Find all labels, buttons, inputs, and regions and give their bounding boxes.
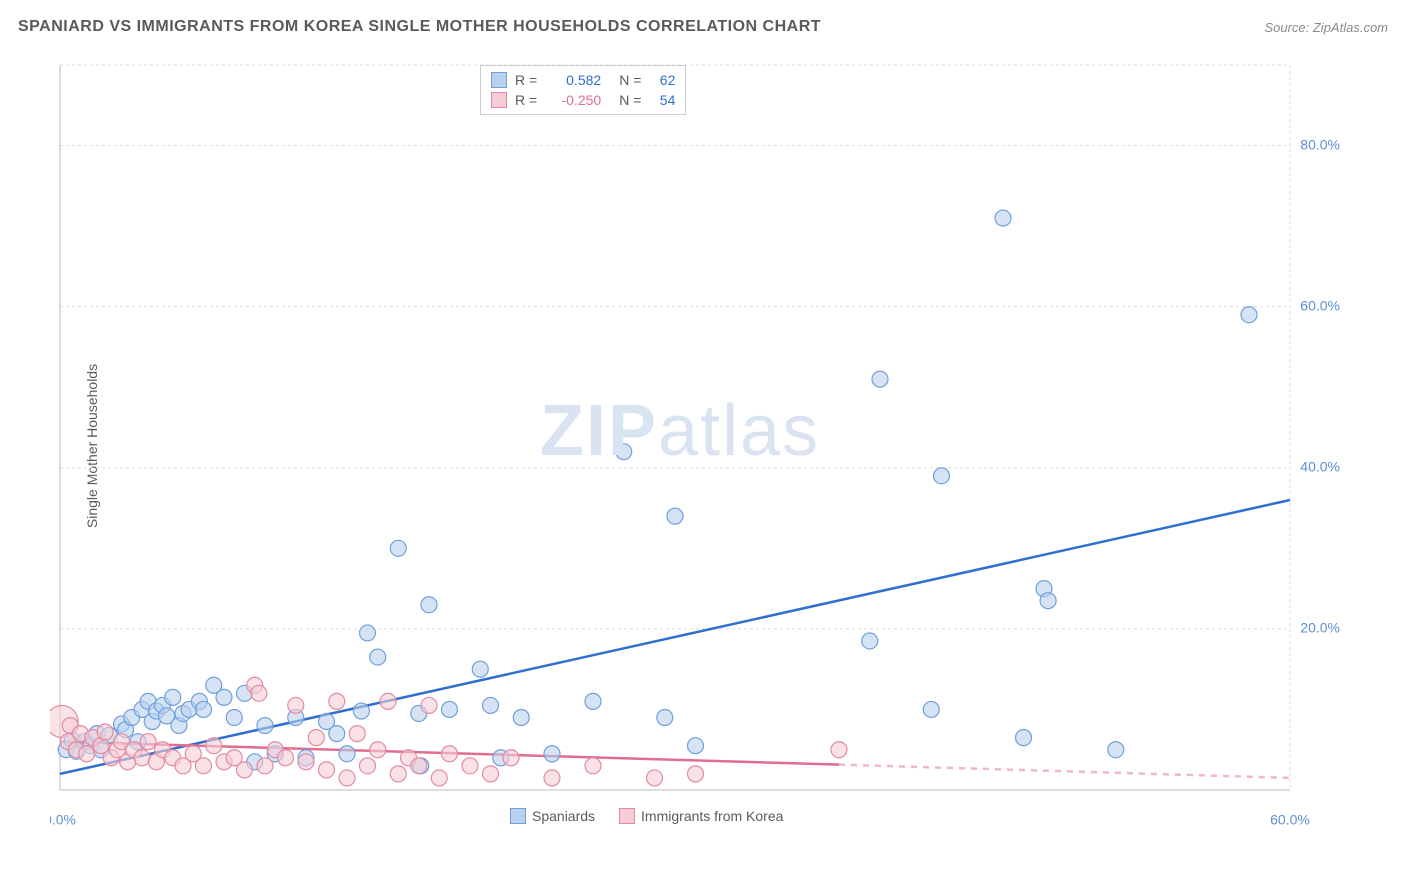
data-point [79,746,95,762]
data-point [390,540,406,556]
data-point [329,726,345,742]
data-point [421,597,437,613]
stat-n-label: N = [619,92,641,108]
data-point [688,766,704,782]
legend-swatch [491,72,507,88]
data-point [667,508,683,524]
legend-item: Spaniards [510,808,595,824]
data-point [390,766,406,782]
data-point [360,625,376,641]
data-point [339,746,355,762]
data-point [616,444,632,460]
data-point [226,710,242,726]
data-point [472,661,488,677]
data-point [585,758,601,774]
data-point [421,697,437,713]
data-point [319,762,335,778]
data-point [97,724,113,740]
data-point [360,758,376,774]
data-point [380,693,396,709]
data-point [411,758,427,774]
x-tick-label: 0.0% [50,811,76,827]
legend-label: Immigrants from Korea [641,808,783,824]
data-point [257,758,273,774]
data-point [462,758,478,774]
legend-swatch [510,808,526,824]
legend-label: Spaniards [532,808,595,824]
data-point [544,746,560,762]
data-point [288,697,304,713]
regression-line-dashed [839,765,1290,778]
data-point [923,701,939,717]
stat-n-label: N = [619,72,641,88]
scatter-svg: 20.0% 40.0% 60.0% 80.0% 0.0% 60.0% [50,60,1350,830]
stat-n-value: 62 [649,72,675,88]
data-point [308,730,324,746]
y-tick-label: 20.0% [1300,620,1340,636]
data-point [257,718,273,734]
x-tick-label: 60.0% [1270,811,1310,827]
stat-r-label: R = [515,92,537,108]
data-point [934,468,950,484]
y-tick-label: 60.0% [1300,297,1340,313]
bottom-legend: Spaniards Immigrants from Korea [510,808,783,824]
data-point [831,742,847,758]
stat-r-value: 0.582 [545,72,601,88]
data-point [329,693,345,709]
data-point [483,697,499,713]
data-point [134,750,150,766]
data-point [1241,307,1257,323]
data-point [1040,593,1056,609]
data-point [647,770,663,786]
data-point [237,762,253,778]
chart-title: SPANIARD VS IMMIGRANTS FROM KOREA SINGLE… [18,18,821,36]
data-point [995,210,1011,226]
data-point [278,750,294,766]
data-point [353,703,369,719]
data-point [431,770,447,786]
data-point [1108,742,1124,758]
data-point [339,770,355,786]
data-point [196,701,212,717]
data-point [544,770,560,786]
plot-area: 20.0%40.0%60.0%80.0%0.0%60.0% ZIPatlas R… [50,60,1350,830]
stat-row: R = -0.250 N = 54 [487,90,679,110]
data-point [503,750,519,766]
data-point [298,754,314,770]
data-point [370,742,386,758]
data-point [165,689,181,705]
stat-r-label: R = [515,72,537,88]
data-point [862,633,878,649]
data-point [196,758,212,774]
data-point [251,685,267,701]
legend-swatch [619,808,635,824]
y-tick-label: 40.0% [1300,458,1340,474]
data-point [1016,730,1032,746]
stat-row: R = 0.582 N = 62 [487,70,679,90]
legend-swatch [491,92,507,108]
data-point [442,746,458,762]
data-point [370,649,386,665]
stat-r-value: -0.250 [545,92,601,108]
data-point [216,689,232,705]
data-point [688,738,704,754]
data-point [206,738,222,754]
data-point [442,701,458,717]
data-point [483,766,499,782]
data-point [349,726,365,742]
legend-item: Immigrants from Korea [619,808,783,824]
data-point [872,371,888,387]
regression-line [60,500,1290,774]
data-point [513,710,529,726]
data-point [140,734,156,750]
data-point [585,693,601,709]
stat-n-value: 54 [649,92,675,108]
y-tick-label: 80.0% [1300,136,1340,152]
data-point [657,710,673,726]
stat-box: R = 0.582 N = 62 R = -0.250 N = 54 [480,65,686,115]
source-label: Source: ZipAtlas.com [1264,20,1388,35]
